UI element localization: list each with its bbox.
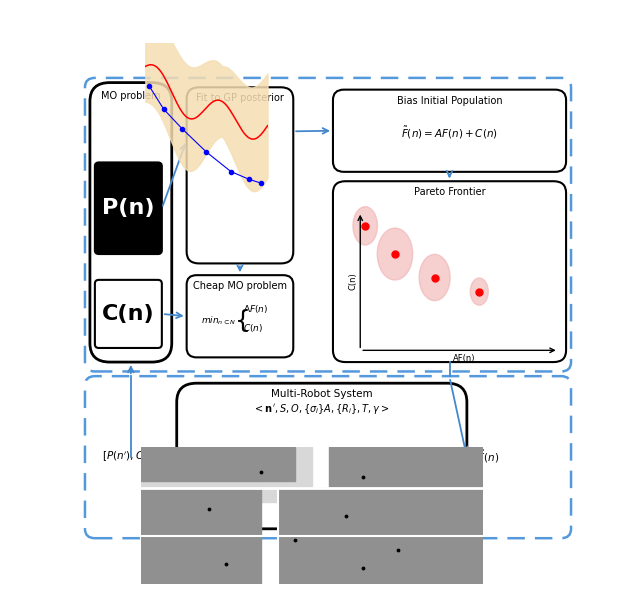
FancyBboxPatch shape	[187, 275, 293, 357]
Text: $C(n)$: $C(n)$	[243, 322, 263, 334]
Text: $< \mathbf{n'}, S, O, \{\sigma_i\} A, \{R_i\}, T, \gamma >$: $< \mathbf{n'}, S, O, \{\sigma_i\} A, \{…	[253, 402, 390, 416]
Ellipse shape	[353, 207, 378, 245]
FancyBboxPatch shape	[95, 162, 162, 254]
Text: C(n): C(n)	[102, 304, 155, 324]
FancyBboxPatch shape	[333, 90, 566, 172]
FancyBboxPatch shape	[187, 87, 293, 264]
Ellipse shape	[419, 254, 450, 301]
Bar	[141, 488, 260, 536]
FancyBboxPatch shape	[333, 181, 566, 362]
Text: P(n): P(n)	[102, 198, 155, 218]
Text: $min_{n\subset N}$: $min_{n\subset N}$	[200, 315, 236, 327]
Text: AF(n): AF(n)	[453, 354, 476, 364]
Text: Multi-Robot System: Multi-Robot System	[271, 389, 372, 399]
FancyBboxPatch shape	[85, 376, 571, 538]
Text: Fit to GP posterior: Fit to GP posterior	[196, 93, 284, 104]
Text: $[P(n'), C(n')] \leftarrow \boldsymbol{\pi}$: $[P(n'), C(n')] \leftarrow \boldsymbol{\…	[102, 450, 187, 464]
Bar	[329, 447, 483, 488]
Text: $\boldsymbol{n'} = argmin_{n \in N'} \tilde{F}(n)$: $\boldsymbol{n'} = argmin_{n \in N'} \ti…	[397, 449, 500, 465]
Bar	[278, 488, 483, 536]
Text: {: {	[236, 309, 251, 333]
Text: MO problem: MO problem	[101, 91, 161, 101]
Bar	[141, 536, 260, 584]
FancyBboxPatch shape	[90, 82, 172, 362]
Bar	[278, 536, 483, 584]
Text: C(n): C(n)	[348, 272, 357, 290]
Bar	[141, 447, 312, 502]
FancyBboxPatch shape	[85, 78, 571, 371]
Text: Cheap MO problem: Cheap MO problem	[193, 281, 287, 292]
Text: $\tilde{F}(n)=AF(n)+C(n)$: $\tilde{F}(n)=AF(n)+C(n)$	[401, 125, 498, 141]
Bar	[141, 447, 295, 481]
FancyBboxPatch shape	[95, 280, 162, 348]
Text: Pareto Frontier: Pareto Frontier	[413, 187, 485, 198]
Text: Bias Initial Population: Bias Initial Population	[397, 96, 502, 106]
Ellipse shape	[377, 228, 413, 280]
Ellipse shape	[470, 278, 488, 305]
FancyBboxPatch shape	[177, 383, 467, 529]
Text: $\Lambda F(n)$: $\Lambda F(n)$	[243, 303, 268, 315]
